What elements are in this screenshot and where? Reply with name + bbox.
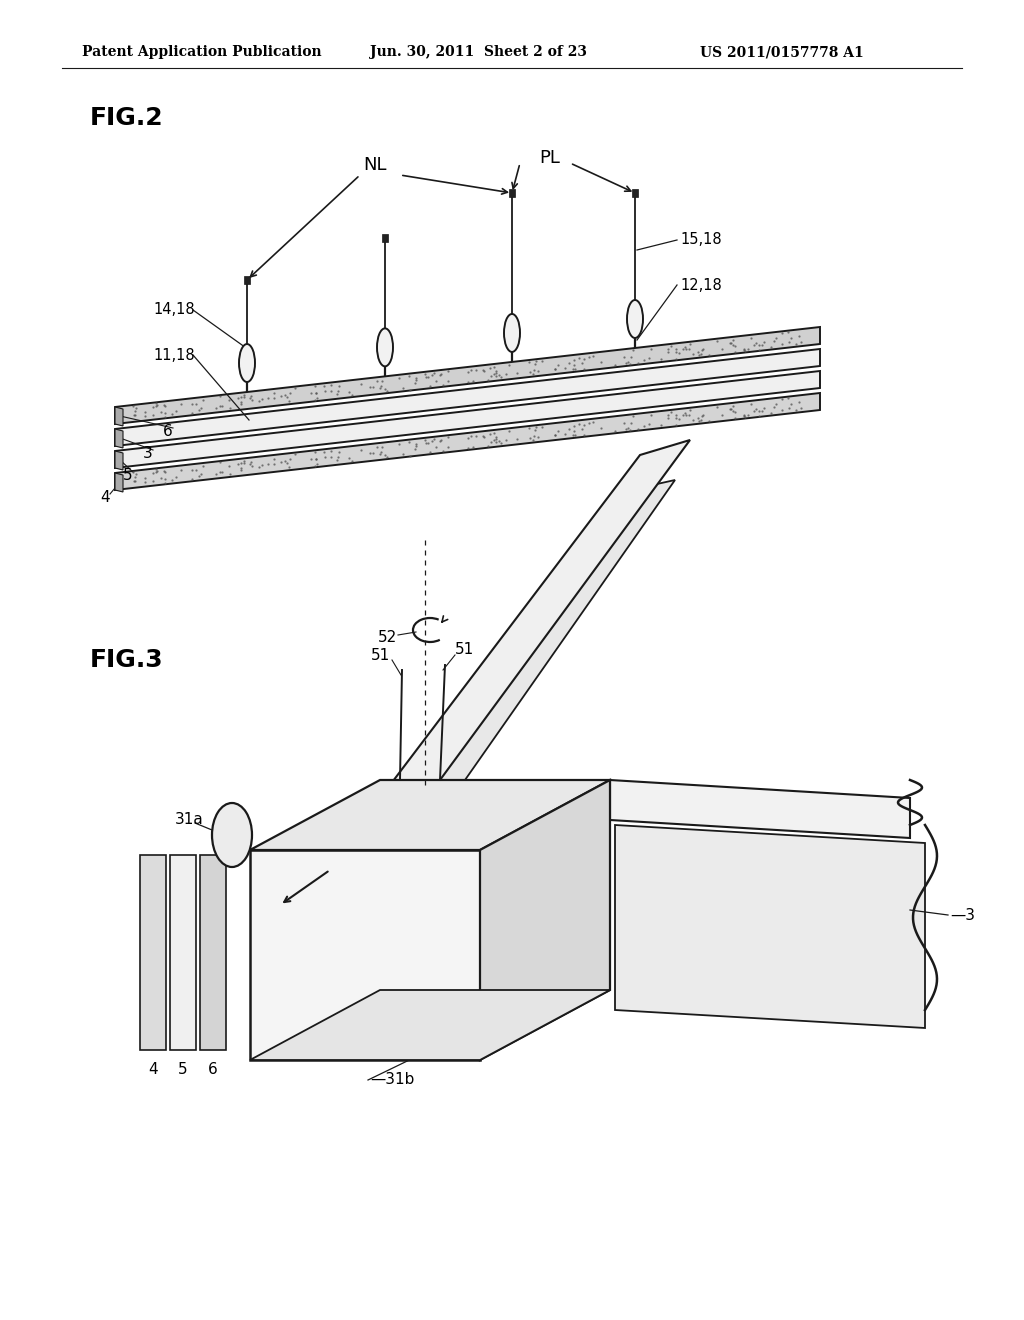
Bar bbox=[632, 189, 638, 197]
Bar bbox=[382, 234, 388, 242]
Text: Jun. 30, 2011  Sheet 2 of 23: Jun. 30, 2011 Sheet 2 of 23 bbox=[370, 45, 587, 59]
Text: —31b: —31b bbox=[370, 1072, 415, 1088]
Ellipse shape bbox=[627, 300, 643, 338]
Text: 5: 5 bbox=[178, 1063, 187, 1077]
Polygon shape bbox=[115, 429, 123, 447]
Text: 6: 6 bbox=[208, 1063, 218, 1077]
Text: 4: 4 bbox=[148, 1063, 158, 1077]
Text: 11,18: 11,18 bbox=[153, 347, 195, 363]
Polygon shape bbox=[250, 780, 610, 850]
Polygon shape bbox=[200, 855, 226, 1049]
Text: 52: 52 bbox=[378, 631, 397, 645]
Polygon shape bbox=[115, 371, 820, 469]
Polygon shape bbox=[610, 780, 910, 838]
Bar bbox=[509, 189, 515, 197]
Ellipse shape bbox=[239, 345, 255, 381]
Polygon shape bbox=[115, 327, 820, 424]
Polygon shape bbox=[115, 407, 123, 426]
Ellipse shape bbox=[504, 314, 520, 352]
Text: 4: 4 bbox=[100, 490, 110, 504]
Polygon shape bbox=[430, 480, 675, 783]
Text: FIG.3: FIG.3 bbox=[90, 648, 164, 672]
Text: —3: —3 bbox=[950, 908, 975, 923]
Text: FIG.2: FIG.2 bbox=[90, 106, 164, 129]
Polygon shape bbox=[170, 855, 196, 1049]
Bar bbox=[244, 276, 250, 284]
Polygon shape bbox=[115, 348, 820, 446]
Polygon shape bbox=[390, 440, 690, 785]
Text: 51: 51 bbox=[456, 643, 475, 657]
Text: US 2011/0157778 A1: US 2011/0157778 A1 bbox=[700, 45, 864, 59]
Polygon shape bbox=[480, 780, 610, 1060]
Polygon shape bbox=[615, 825, 925, 1028]
Text: 31a: 31a bbox=[175, 813, 204, 828]
Text: 5: 5 bbox=[123, 467, 133, 483]
Polygon shape bbox=[115, 451, 123, 470]
Text: 14,18: 14,18 bbox=[153, 302, 195, 318]
Text: NL: NL bbox=[364, 156, 387, 174]
Ellipse shape bbox=[212, 803, 252, 867]
Text: 3: 3 bbox=[143, 446, 153, 461]
Text: 15,18: 15,18 bbox=[680, 232, 722, 248]
Text: PL: PL bbox=[540, 149, 560, 168]
Text: 51: 51 bbox=[371, 648, 389, 663]
Ellipse shape bbox=[377, 329, 393, 367]
Polygon shape bbox=[250, 990, 610, 1060]
Polygon shape bbox=[140, 855, 166, 1049]
Polygon shape bbox=[250, 850, 480, 1060]
Polygon shape bbox=[115, 473, 123, 492]
Text: 6: 6 bbox=[163, 424, 173, 438]
Text: 12,18: 12,18 bbox=[680, 277, 722, 293]
Text: Patent Application Publication: Patent Application Publication bbox=[82, 45, 322, 59]
Polygon shape bbox=[115, 393, 820, 490]
